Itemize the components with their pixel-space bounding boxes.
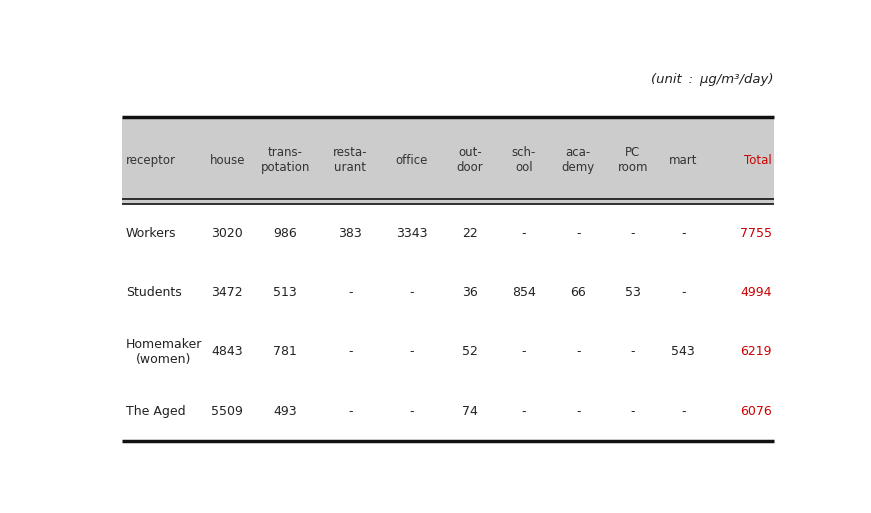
Text: Total: Total (744, 154, 772, 167)
Text: out-
door: out- door (456, 146, 483, 174)
Text: The Aged: The Aged (125, 405, 186, 418)
Text: 5509: 5509 (212, 405, 243, 418)
Text: -: - (348, 345, 353, 359)
Text: office: office (395, 154, 428, 167)
Text: 7755: 7755 (739, 227, 772, 240)
Text: PC
room: PC room (618, 146, 648, 174)
Text: Workers: Workers (125, 227, 176, 240)
Text: 36: 36 (462, 286, 477, 299)
Text: -: - (576, 345, 581, 359)
Text: 3472: 3472 (212, 286, 243, 299)
Text: -: - (576, 405, 581, 418)
Text: 22: 22 (462, 227, 477, 240)
Text: house: house (210, 154, 245, 167)
Text: -: - (409, 286, 414, 299)
Text: -: - (522, 405, 526, 418)
Text: 52: 52 (462, 345, 477, 359)
Text: 6219: 6219 (740, 345, 772, 359)
Text: 6076: 6076 (740, 405, 772, 418)
Text: -: - (348, 286, 353, 299)
Text: 3020: 3020 (212, 227, 243, 240)
Text: -: - (409, 405, 414, 418)
Text: sch-
ool: sch- ool (512, 146, 537, 174)
Text: -: - (681, 227, 685, 240)
Text: -: - (409, 345, 414, 359)
Text: -: - (522, 227, 526, 240)
Text: 66: 66 (571, 286, 586, 299)
Text: mart: mart (669, 154, 698, 167)
Text: Students: Students (125, 286, 181, 299)
Text: 4994: 4994 (740, 286, 772, 299)
Text: 513: 513 (273, 286, 297, 299)
Text: 53: 53 (625, 286, 640, 299)
Text: receptor: receptor (125, 154, 176, 167)
Text: -: - (631, 227, 635, 240)
Text: 543: 543 (672, 345, 695, 359)
Text: -: - (348, 405, 353, 418)
Text: 986: 986 (273, 227, 297, 240)
Text: 3343: 3343 (396, 227, 428, 240)
Text: 493: 493 (273, 405, 297, 418)
Text: -: - (681, 286, 685, 299)
Bar (122, 117, 773, 204)
Text: resta-
urant: resta- urant (333, 146, 368, 174)
Text: 74: 74 (462, 405, 477, 418)
Text: -: - (522, 345, 526, 359)
Text: Homemaker
(women): Homemaker (women) (125, 338, 202, 366)
Text: -: - (681, 405, 685, 418)
Text: 383: 383 (339, 227, 362, 240)
Text: -: - (631, 345, 635, 359)
Text: -: - (576, 227, 581, 240)
Text: -: - (631, 405, 635, 418)
Text: aca-
demy: aca- demy (562, 146, 595, 174)
Text: 854: 854 (512, 286, 536, 299)
Text: 4843: 4843 (212, 345, 243, 359)
Text: trans-
potation: trans- potation (260, 146, 310, 174)
Text: 781: 781 (273, 345, 297, 359)
Text: (unit  :  μg/m³/day): (unit : μg/m³/day) (652, 73, 773, 86)
